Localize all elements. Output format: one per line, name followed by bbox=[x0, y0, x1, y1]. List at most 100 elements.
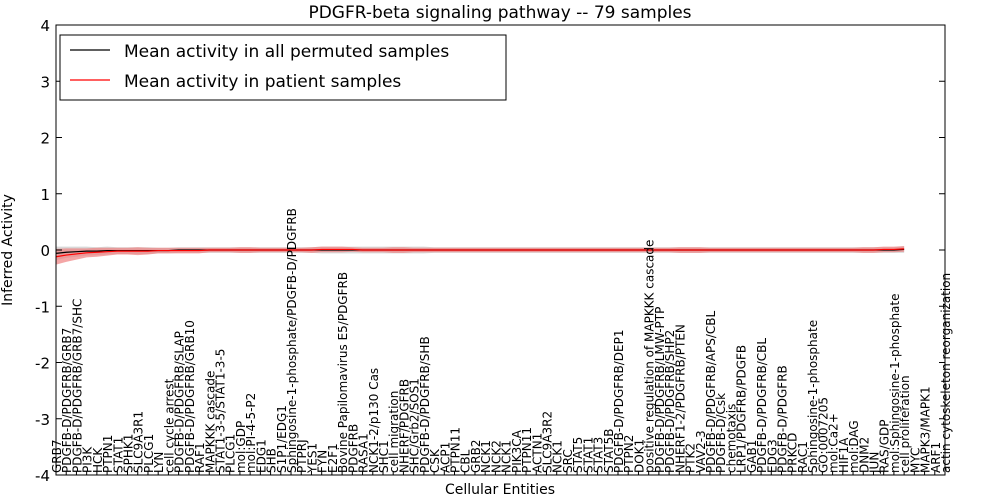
x-tick-label: Bovine Papilomavirus E5/PDGFRB bbox=[336, 272, 350, 473]
y-tick-label: 1 bbox=[40, 186, 50, 204]
x-tick-label: PDGFB-D/PDGFRB/GRB7/SHC bbox=[70, 299, 84, 473]
x-tick-label: NHERF1-2/PDGFRB/PTEN bbox=[673, 324, 687, 473]
x-tick-label: RASA1 bbox=[357, 433, 371, 473]
x-tick-label: EDG3 bbox=[765, 439, 779, 473]
x-tick-label: SHB bbox=[265, 448, 279, 473]
x-tick-label: RAF1 bbox=[193, 442, 207, 473]
x-tick-label: MYC bbox=[908, 448, 922, 473]
x-tick-label: Sphingosine-1-phosphate/PDGFB-D/PDGFRB bbox=[285, 208, 299, 473]
x-tick-label: PTPRJ bbox=[295, 439, 309, 473]
y-tick-label: -2 bbox=[35, 355, 50, 373]
y-tick-label: 3 bbox=[40, 73, 50, 91]
x-tick-label: PDGFB-D/PDGFRB/SHB bbox=[418, 336, 432, 473]
x-tick-label: STAT5B bbox=[602, 429, 616, 474]
x-tick-label: actin cytoskeleton reorganization bbox=[939, 273, 953, 473]
x-tick-label: PTPN11 bbox=[449, 427, 463, 473]
x-tick-label: E2F1 bbox=[326, 443, 340, 473]
series-lines bbox=[55, 248, 905, 258]
y-tick-label: -4 bbox=[35, 467, 50, 485]
x-tick-label: PDGFB-D/PDGFRB/LMW-PTP bbox=[653, 307, 667, 473]
x-tick-label: mol:PI-4-5-P2 bbox=[244, 393, 258, 473]
y-tick-label: -1 bbox=[35, 298, 50, 316]
x-tick-label: EDG1 bbox=[254, 439, 268, 473]
x-tick-label: PDGFB-D/PDGFRB/SLAP bbox=[173, 331, 187, 473]
y-tick-label: -3 bbox=[35, 411, 50, 429]
x-tick-label: YES1 bbox=[305, 443, 319, 474]
x-tick-label: PRKCD bbox=[786, 433, 800, 473]
x-tick-label: NCK1 bbox=[479, 440, 493, 473]
x-tick-label: FYN bbox=[316, 450, 330, 473]
x-tick-label: PTPN11 bbox=[520, 427, 534, 473]
x-tick-label: NCK1 bbox=[551, 440, 565, 473]
x-tick-label: PLCG1 bbox=[142, 434, 156, 473]
x-tick-label: cell proliferation bbox=[898, 375, 912, 473]
y-tick-label: 2 bbox=[40, 130, 50, 148]
x-tick-label: mol:DAG bbox=[847, 420, 861, 473]
x-tick-label: STAT1-3-5/STAT1-3-5 bbox=[213, 349, 227, 473]
x-tick-label: cell cycle arrest bbox=[162, 378, 176, 473]
x-tick-label: HIF1A bbox=[837, 437, 851, 473]
x-tick-label: PDGFB-D/PDGFRB/SHP2 bbox=[663, 330, 677, 473]
y-axis-label: Inferred Activity bbox=[0, 194, 16, 306]
x-tick-label: NCK1-2/p130 Cas bbox=[367, 368, 381, 473]
x-tick-label: PI3K bbox=[81, 446, 95, 473]
x-tick-label: CBL bbox=[459, 449, 473, 473]
x-tick-label: mol:Sphingosine-1-phosphate bbox=[888, 294, 902, 473]
x-tick-label: S1P1/EDG1 bbox=[275, 405, 289, 473]
x-tick-label: MAPK3/MAPK1 bbox=[919, 386, 933, 473]
x-tick-label: PLCG1 bbox=[224, 434, 238, 473]
x-tick-label: ACTN1 bbox=[530, 433, 544, 473]
x-tick-label: JUN bbox=[867, 452, 881, 474]
x-tick-label: STAT3 bbox=[592, 437, 606, 473]
x-tick-label: PIK3CA bbox=[510, 429, 524, 473]
y-tick-label: 4 bbox=[40, 17, 50, 35]
x-tick-label: SRC bbox=[561, 449, 575, 473]
legend-label-permuted: Mean activity in all permuted samples bbox=[124, 42, 449, 62]
legend-label-patient: Mean activity in patient samples bbox=[124, 72, 401, 92]
legend: Mean activity in all permuted samples Me… bbox=[59, 34, 507, 101]
x-tick-label: RAC1 bbox=[796, 441, 810, 473]
x-tick-label: SHC/Grb2/SOS1 bbox=[408, 378, 422, 473]
x-tick-label: SHC1 bbox=[377, 440, 391, 473]
x-tick-label: GO:0007205 bbox=[816, 397, 830, 473]
y-tick-label: 0 bbox=[40, 242, 50, 260]
x-tick-label: positive regulation of MAPKKK cascade bbox=[643, 240, 657, 473]
x-tick-label: PTK2 bbox=[684, 443, 698, 473]
x-tick-label: mol:GDP bbox=[234, 421, 248, 473]
x-tick-labels: GRB7PDGFB-D/PDGFRB/GRB7PDGFB-D/PDGFRB/GR… bbox=[50, 208, 953, 474]
chart-title: PDGFR-beta signaling pathway -- 79 sampl… bbox=[308, 3, 691, 23]
y-axis: -4 -3 -2 -1 0 1 2 3 4 bbox=[35, 17, 945, 485]
x-tick-label: PDGFB-D/Csk bbox=[714, 393, 728, 473]
x-tick-label: ACP1 bbox=[438, 442, 452, 473]
x-axis-ticks bbox=[55, 471, 946, 475]
x-tick-label: PDGFRB bbox=[346, 424, 360, 473]
x-tick-label: VAV2-3 bbox=[694, 430, 708, 473]
patient-mean-line bbox=[55, 248, 905, 258]
x-tick-label: RAS/GDP bbox=[878, 420, 892, 474]
x-tick-label: chemotaxis bbox=[724, 404, 738, 473]
x-tick-label: STAT1 bbox=[581, 437, 595, 473]
x-tick-label: NCK1 bbox=[500, 440, 514, 473]
x-tick-label: PTPN2 bbox=[622, 435, 636, 473]
x-tick-label: GAB1 bbox=[745, 440, 759, 473]
x-tick-label: DOK1 bbox=[632, 439, 646, 473]
x-tick-label: MAPKKK cascade bbox=[203, 371, 217, 473]
x-tick-label: cell migration bbox=[387, 391, 401, 473]
legend-box bbox=[59, 34, 507, 101]
x-tick-label: LRP1/PDGFRB/PDGFB bbox=[735, 345, 749, 473]
x-tick-label: PDGFB-D/PDGFRB/GRB10 bbox=[183, 320, 197, 473]
x-tick-label: HCK bbox=[91, 447, 105, 473]
x-tick-label: PDGFB-D/PDGFRB/DEP1 bbox=[612, 329, 626, 473]
x-tick-label: PDGFB-D/PDGFRB bbox=[776, 365, 790, 473]
x-tick-label: STAT5 bbox=[571, 437, 585, 473]
x-tick-label: PDGFB-D/PDGFRB/APS/CBL bbox=[704, 310, 718, 473]
x-tick-label: STAT1 bbox=[111, 437, 125, 473]
x-tick-label: GRB2 bbox=[469, 439, 483, 473]
x-tick-label: PDGFB-D/PDGFRB/GRB7 bbox=[60, 328, 74, 473]
x-tick-label: ARF1 bbox=[929, 442, 943, 473]
x-axis-label: Cellular Entities bbox=[445, 482, 555, 498]
x-tick-label: GRB7 bbox=[50, 439, 64, 473]
x-tick-label: LYN bbox=[152, 452, 166, 473]
x-tick-label: SPHK1 bbox=[122, 434, 136, 473]
